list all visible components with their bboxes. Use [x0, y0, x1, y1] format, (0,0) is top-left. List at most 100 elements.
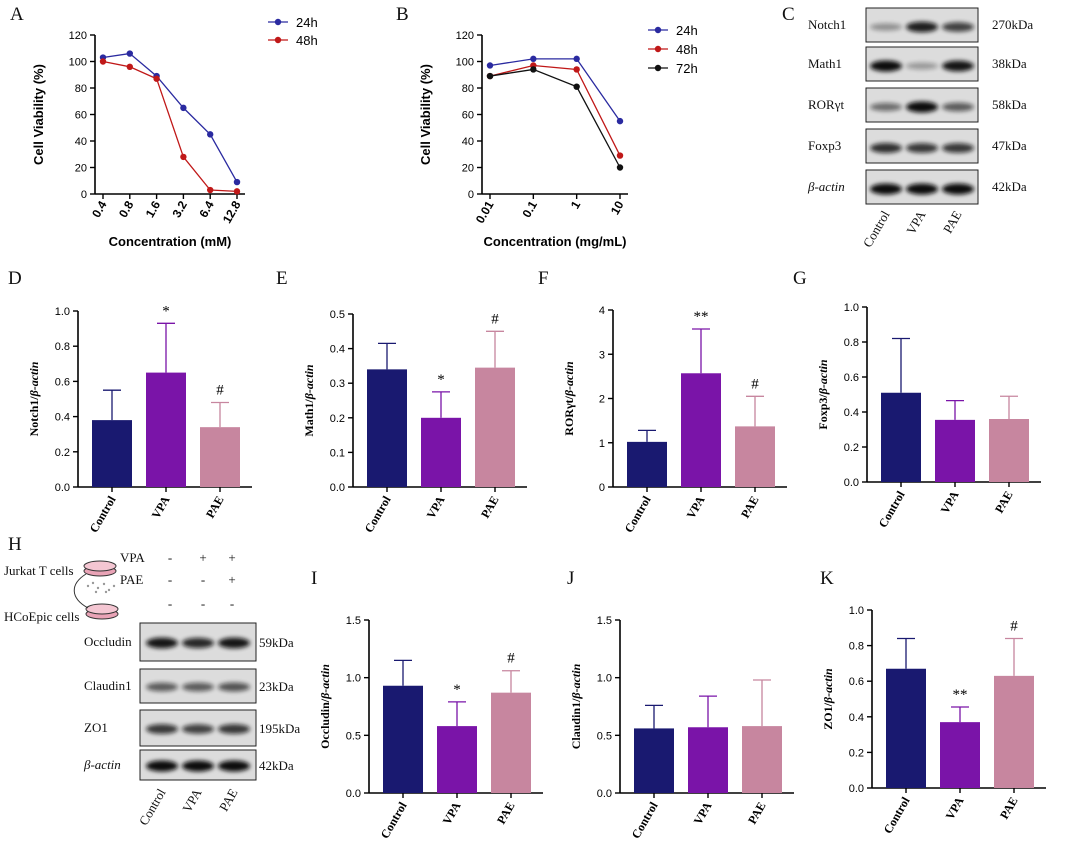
- panel-label-i: I: [311, 568, 317, 589]
- blot-band: [146, 682, 178, 692]
- data-point: [180, 153, 187, 161]
- series-line-24h: [489, 58, 621, 122]
- bar-control: [881, 392, 921, 482]
- y-axis-label: Notch1/β-actin: [27, 361, 41, 436]
- significance-mark: **: [953, 687, 968, 703]
- bar-vpa: [681, 373, 721, 487]
- y-tick-label: 0.4: [849, 712, 864, 724]
- x-tick-label: 0.01: [473, 198, 497, 226]
- significance-mark: *: [453, 682, 461, 698]
- x-axis-label: Concentration (mg/mL): [484, 234, 627, 249]
- y-tick-label: 0.0: [55, 482, 70, 494]
- significance-mark: *: [437, 372, 445, 388]
- kda-label: 270kDa: [992, 17, 1033, 32]
- data-point: [573, 66, 580, 73]
- bar-pae: [491, 692, 531, 793]
- x-tick-label: Control: [622, 493, 654, 535]
- blot-band: [942, 60, 974, 72]
- y-tick-label: 0: [468, 189, 474, 201]
- y-tick-label: 1.0: [55, 306, 70, 318]
- blot-band: [906, 101, 938, 113]
- chart-i: 0.0 0.5 1.0 1.5 Occludin/β-actin Control VPA * P…: [318, 615, 543, 841]
- treatment-mark: +: [199, 550, 206, 565]
- y-tick-label: 0.2: [849, 747, 864, 759]
- lane-label: Control: [136, 786, 169, 828]
- y-axis-label: Occludin/β-actin: [318, 664, 332, 749]
- cell-dish-icon: [85, 603, 119, 615]
- lane-label: VPA: [179, 785, 205, 815]
- data-point: [180, 104, 187, 112]
- blot-band: [182, 637, 214, 649]
- y-tick-label: 1.5: [346, 615, 361, 627]
- y-tick-label: 80: [75, 83, 87, 95]
- y-tick-label: 0.1: [330, 447, 345, 459]
- panel-label-h: H: [8, 534, 22, 555]
- chart-e: 0.0 0.1 0.2 0.3 0.4 0.5 Math1/β-actin Control VP…: [302, 309, 527, 535]
- treatment-mark: -: [168, 596, 172, 611]
- blot-band: [218, 637, 250, 649]
- significance-mark: #: [491, 311, 499, 327]
- x-tick-label: VPA: [691, 799, 715, 827]
- kda-label: 47kDa: [992, 138, 1027, 153]
- treatment-mark: -: [201, 572, 205, 587]
- treatment-label-pae: PAE: [120, 572, 143, 587]
- blot-band: [870, 143, 902, 153]
- blot-band: [218, 760, 250, 772]
- kda-label: 195kDa: [259, 721, 300, 736]
- panel-label-f: F: [538, 268, 549, 289]
- bar-control: [92, 420, 132, 487]
- protein-label: Math1: [808, 56, 842, 71]
- y-tick-label: 40: [462, 136, 474, 148]
- x-tick-label: Control: [378, 799, 410, 841]
- treatment-mark: -: [230, 596, 234, 611]
- significance-mark: *: [162, 303, 170, 319]
- data-point: [486, 62, 494, 69]
- x-tick-label: PAE: [203, 494, 227, 521]
- y-tick-label: 0.0: [597, 788, 612, 800]
- protein-label: ZO1: [84, 720, 108, 735]
- blot-band: [906, 21, 938, 33]
- cell-dish-icon: [83, 560, 117, 572]
- bar-pae: [994, 675, 1034, 788]
- bar-vpa: [935, 419, 975, 482]
- y-tick-label: 0.3: [330, 378, 345, 390]
- y-tick-label: 1.0: [849, 605, 864, 617]
- x-tick-label: 0.8: [116, 198, 137, 220]
- blot-band: [146, 760, 178, 772]
- protein-label: RORγt: [808, 97, 844, 112]
- panel-label-k: K: [820, 568, 834, 589]
- western-blot-c: Notch1 270kDa Math1 38kDa RORγt 58kDa Foxp3 47k…: [807, 7, 1033, 250]
- protein-label: Notch1: [808, 17, 846, 32]
- y-tick-label: 1.0: [346, 673, 361, 685]
- y-tick-label: 80: [462, 83, 474, 95]
- panel-label-d: D: [8, 268, 22, 289]
- legend-marker: [274, 36, 282, 44]
- data-point: [573, 55, 580, 63]
- y-tick-label: 100: [456, 57, 474, 69]
- series-line-48h: [102, 60, 238, 192]
- x-tick-label: Control: [881, 794, 913, 836]
- y-tick-label: 0.4: [55, 412, 70, 424]
- blot-band: [870, 23, 902, 31]
- blot-band: [906, 143, 938, 153]
- x-tick-label: 1.6: [143, 198, 164, 220]
- secreted-factor-dot: [94, 590, 98, 594]
- bar-pae: [735, 426, 775, 487]
- chart-j: 0.0 0.5 1.0 1.5 Claudin1/β-actin Control VPA PA…: [569, 615, 794, 841]
- y-tick-label: 20: [75, 163, 87, 175]
- y-tick-label: 1.0: [844, 302, 859, 314]
- significance-mark: #: [507, 651, 515, 667]
- y-tick-label: 1.0: [597, 673, 612, 685]
- x-axis-label: Concentration (mM): [109, 234, 232, 249]
- secreted-factor-dot: [86, 584, 90, 588]
- x-tick-label: 1: [568, 198, 584, 211]
- data-point: [233, 178, 241, 186]
- x-tick-label: PAE: [494, 800, 518, 827]
- x-tick-label: 12.8: [220, 198, 244, 226]
- blot-band: [942, 143, 974, 153]
- y-tick-label: 0.0: [849, 783, 864, 795]
- bar-control: [886, 668, 926, 788]
- kda-label: 58kDa: [992, 97, 1027, 112]
- data-point: [126, 50, 133, 57]
- blot-band: [906, 62, 938, 70]
